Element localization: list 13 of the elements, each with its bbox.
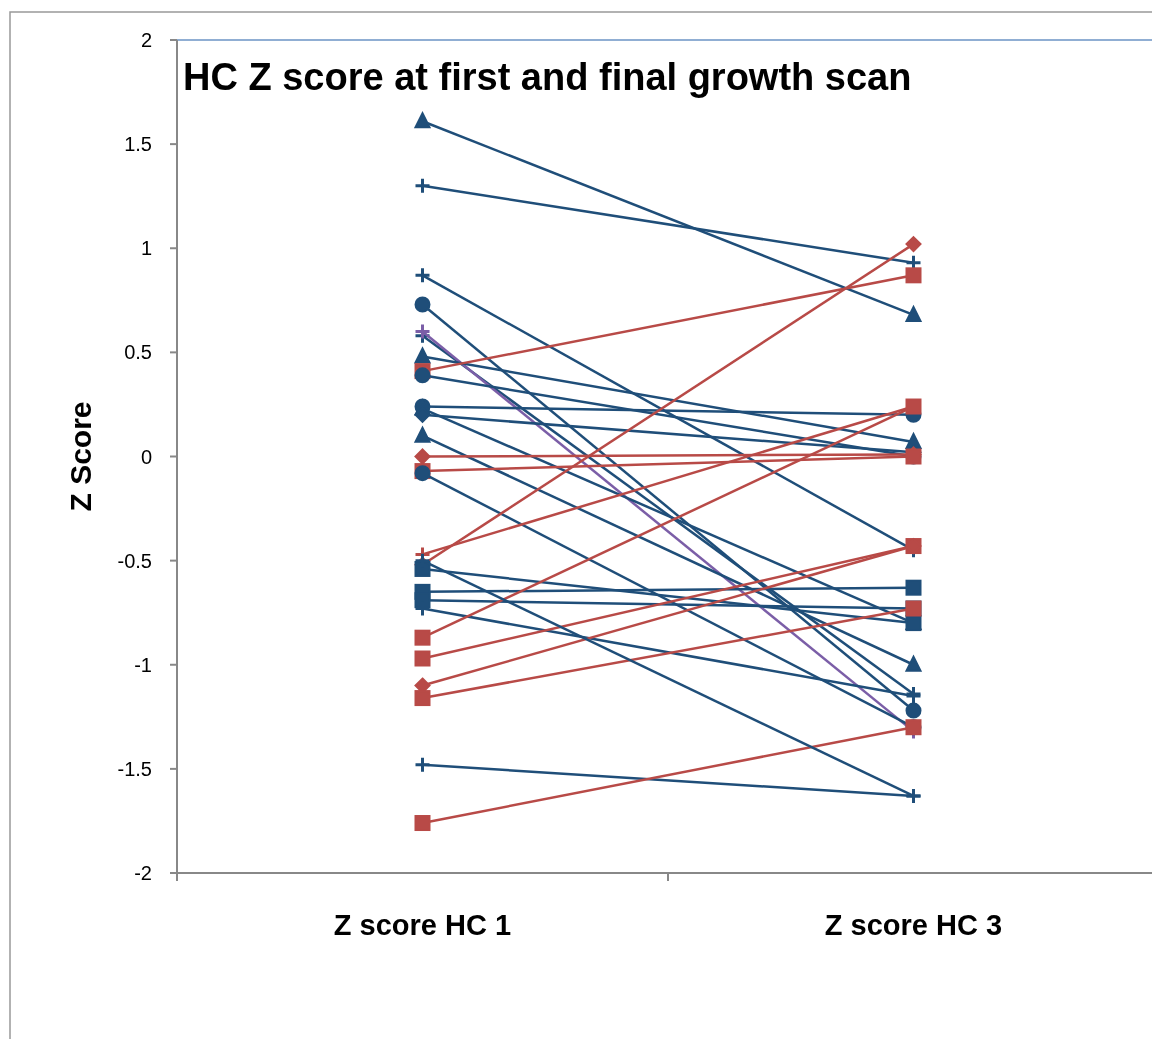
x-tick-label: Z score HC 1 xyxy=(333,909,512,942)
y-tick-label: 0 xyxy=(140,445,152,468)
y-tick-label: 1.5 xyxy=(124,133,152,156)
y-tick-label: -0.5 xyxy=(117,549,152,572)
y-tick-label: 1 xyxy=(140,237,152,260)
y-tick-label: -1 xyxy=(134,653,152,676)
y-axis-title: Z Score xyxy=(63,401,97,512)
y-tick-label: 0.5 xyxy=(124,341,152,364)
y-tick-label: 2 xyxy=(140,29,152,51)
x-tick-label: Z score HC 3 xyxy=(824,909,1003,942)
y-tick-label: -2 xyxy=(134,862,152,884)
y-tick-label: -1.5 xyxy=(117,757,152,780)
chart-title: HC Z score at first and final growth scan xyxy=(183,56,912,99)
